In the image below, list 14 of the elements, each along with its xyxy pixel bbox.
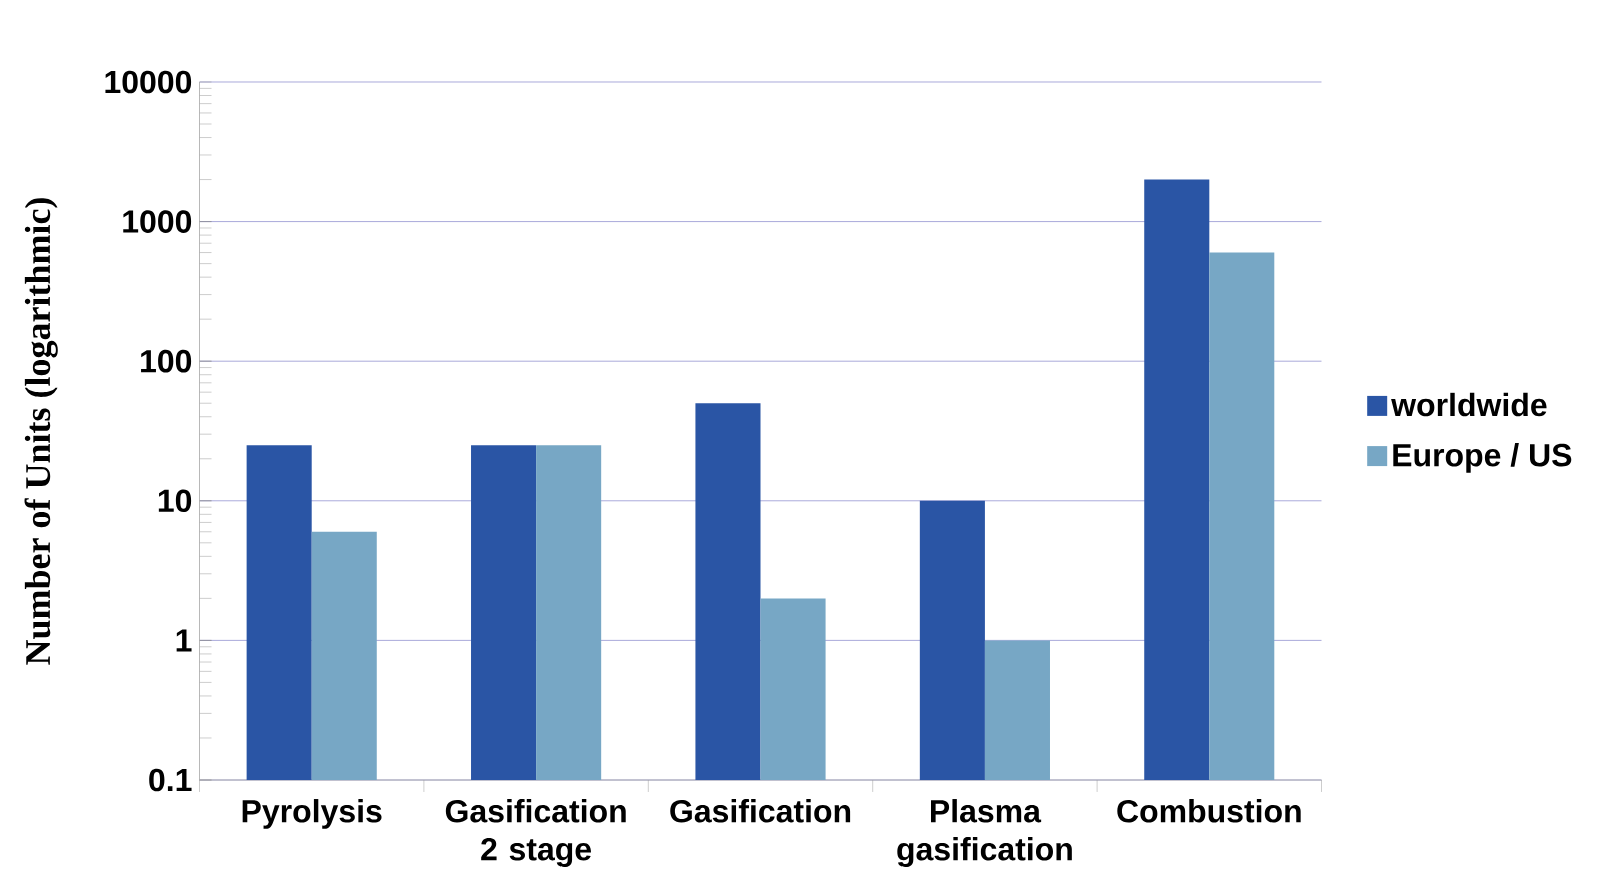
- y-tick-label: 100: [141, 349, 192, 373]
- y-tick-label: 10: [158, 489, 192, 513]
- x-tick-label: Gasification: [670, 799, 851, 823]
- x-tick-label: Plasma gasification: [897, 799, 1072, 867]
- y-axis-title: Number of Units (logarithmic): [24, 198, 58, 665]
- y-tick-label: 10000: [105, 70, 192, 94]
- legend-label: Europe / US: [1393, 443, 1572, 473]
- x-tick-label: Gasification 2 stage: [445, 799, 626, 867]
- legend-label: worldwide: [1391, 392, 1547, 417]
- y-tick-label: 1000: [123, 210, 192, 233]
- y-tick-label: 0.1: [149, 768, 192, 792]
- x-tick-label: Combustion: [1117, 799, 1301, 823]
- x-tick-label: Pyrolysis: [242, 799, 382, 829]
- y-tick-label: 1: [176, 629, 192, 652]
